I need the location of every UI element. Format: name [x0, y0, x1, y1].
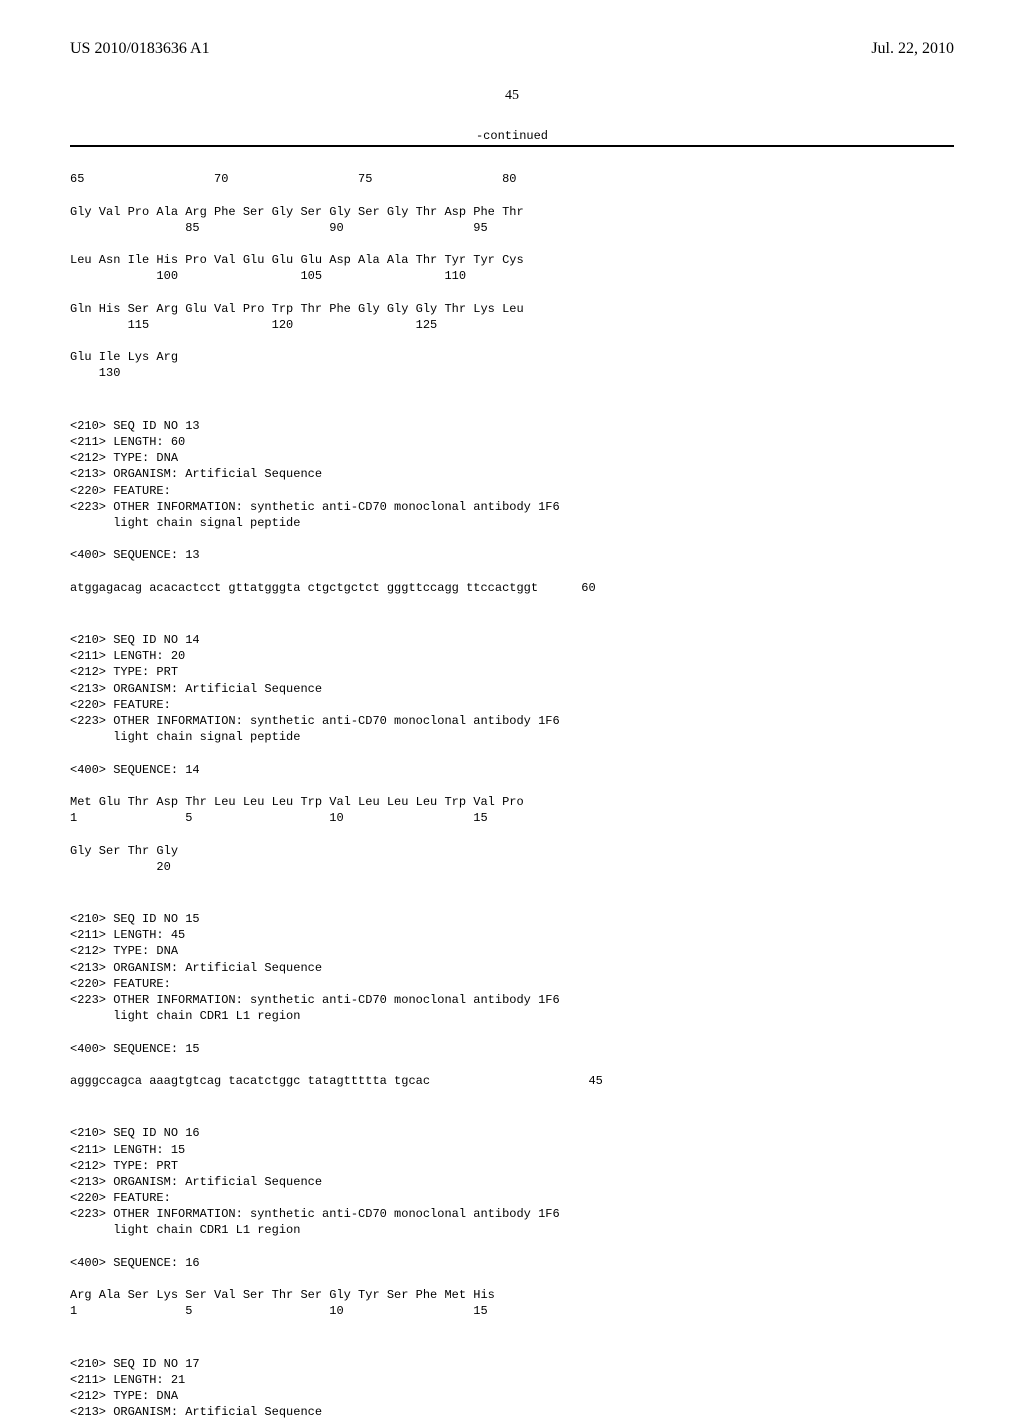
seq-tag: <212> TYPE: DNA	[70, 944, 178, 958]
seq-tag: <211> LENGTH: 45	[70, 928, 185, 942]
seq-aa-row: Gly Ser Thr Gly	[70, 844, 178, 858]
seq-pos-row: 1 5 10 15	[70, 1304, 488, 1318]
seq-aa-row: Met Glu Thr Asp Thr Leu Leu Leu Trp Val …	[70, 795, 524, 809]
seq-dna-row: agggccagca aaagtgtcag tacatctggc tatagtt…	[70, 1074, 603, 1088]
seq-pos-row: 1 5 10 15	[70, 811, 488, 825]
seq-tag: <213> ORGANISM: Artificial Sequence	[70, 467, 322, 481]
seq-tag: <212> TYPE: DNA	[70, 451, 178, 465]
seq-pos-row: 20	[70, 860, 171, 874]
seq-tag: light chain signal peptide	[70, 516, 300, 530]
seq-tag: <210> SEQ ID NO 15	[70, 912, 200, 926]
seq-tag: <223> OTHER INFORMATION: synthetic anti-…	[70, 1207, 560, 1221]
page-header: US 2010/0183636 A1 Jul. 22, 2010	[70, 40, 954, 58]
seq-14-block: <210> SEQ ID NO 14 <211> LENGTH: 20 <212…	[70, 632, 954, 875]
seq-tag: <400> SEQUENCE: 13	[70, 548, 200, 562]
sequence-listing: 65 70 75 80 Gly Val Pro Ala Arg Phe Ser …	[70, 155, 954, 1421]
seq-aa-row: Gln His Ser Arg Glu Val Pro Trp Thr Phe …	[70, 302, 524, 316]
seq-tag: <211> LENGTH: 60	[70, 435, 185, 449]
seq-tag: <212> TYPE: PRT	[70, 1159, 178, 1173]
seq-13-block: <210> SEQ ID NO 13 <211> LENGTH: 60 <212…	[70, 418, 954, 596]
seq-tag: <212> TYPE: PRT	[70, 665, 178, 679]
seq-pos-row: 65 70 75 80	[70, 172, 516, 186]
seq-aa-row: Leu Asn Ile His Pro Val Glu Glu Glu Asp …	[70, 253, 524, 267]
seq-tag: light chain CDR1 L1 region	[70, 1009, 300, 1023]
seq-tag: <210> SEQ ID NO 14	[70, 633, 200, 647]
seq-tag: light chain CDR1 L1 region	[70, 1223, 300, 1237]
seq-pos-row: 130	[70, 366, 120, 380]
seq-tag: <400> SEQUENCE: 16	[70, 1256, 200, 1270]
seq-tag: <210> SEQ ID NO 16	[70, 1126, 200, 1140]
seq-tag: light chain signal peptide	[70, 730, 300, 744]
continued-label: -continued	[70, 129, 954, 143]
seq-tag: <220> FEATURE:	[70, 484, 171, 498]
seq-dna-row: atggagacag acacactcct gttatgggta ctgctgc…	[70, 581, 596, 595]
seq-tag: <220> FEATURE:	[70, 977, 171, 991]
seq-pos-row: 115 120 125	[70, 318, 437, 332]
seq-tag: <223> OTHER INFORMATION: synthetic anti-…	[70, 500, 560, 514]
seq-continuation: 65 70 75 80 Gly Val Pro Ala Arg Phe Ser …	[70, 171, 954, 381]
seq-17-block: <210> SEQ ID NO 17 <211> LENGTH: 21 <212…	[70, 1356, 954, 1421]
seq-tag: <210> SEQ ID NO 13	[70, 419, 200, 433]
seq-aa-row: Glu Ile Lys Arg	[70, 350, 178, 364]
seq-pos-row: 85 90 95	[70, 221, 488, 235]
seq-tag: <211> LENGTH: 20	[70, 649, 185, 663]
seq-tag: <211> LENGTH: 15	[70, 1143, 185, 1157]
page: US 2010/0183636 A1 Jul. 22, 2010 45 -con…	[0, 0, 1024, 1320]
seq-tag: <213> ORGANISM: Artificial Sequence	[70, 682, 322, 696]
seq-aa-row: Gly Val Pro Ala Arg Phe Ser Gly Ser Gly …	[70, 205, 524, 219]
seq-tag: <213> ORGANISM: Artificial Sequence	[70, 1405, 322, 1419]
seq-tag: <212> TYPE: DNA	[70, 1389, 178, 1403]
seq-tag: <400> SEQUENCE: 14	[70, 763, 200, 777]
seq-tag: <213> ORGANISM: Artificial Sequence	[70, 1175, 322, 1189]
page-number: 45	[70, 88, 954, 104]
seq-tag: <400> SEQUENCE: 15	[70, 1042, 200, 1056]
seq-tag: <220> FEATURE:	[70, 1191, 171, 1205]
publication-date: Jul. 22, 2010	[871, 40, 954, 58]
seq-tag: <213> ORGANISM: Artificial Sequence	[70, 961, 322, 975]
seq-15-block: <210> SEQ ID NO 15 <211> LENGTH: 45 <212…	[70, 911, 954, 1089]
seq-tag: <223> OTHER INFORMATION: synthetic anti-…	[70, 714, 560, 728]
seq-tag: <211> LENGTH: 21	[70, 1373, 185, 1387]
publication-number: US 2010/0183636 A1	[70, 40, 210, 58]
horizontal-rule	[70, 145, 954, 147]
seq-aa-row: Arg Ala Ser Lys Ser Val Ser Thr Ser Gly …	[70, 1288, 495, 1302]
seq-16-block: <210> SEQ ID NO 16 <211> LENGTH: 15 <212…	[70, 1125, 954, 1319]
seq-pos-row: 100 105 110	[70, 269, 466, 283]
seq-tag: <220> FEATURE:	[70, 698, 171, 712]
seq-tag: <210> SEQ ID NO 17	[70, 1357, 200, 1371]
seq-tag: <223> OTHER INFORMATION: synthetic anti-…	[70, 993, 560, 1007]
